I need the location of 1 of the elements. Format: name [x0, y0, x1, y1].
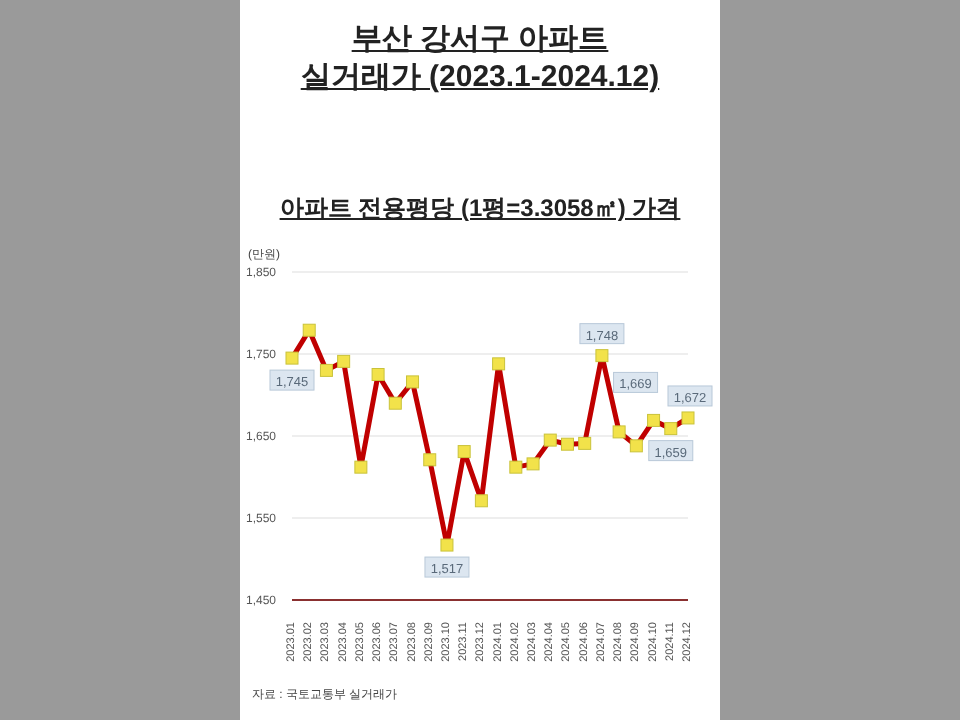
- chart-subtitle: 아파트 전용평당 (1평=3.3058㎡) 가격: [277, 192, 683, 226]
